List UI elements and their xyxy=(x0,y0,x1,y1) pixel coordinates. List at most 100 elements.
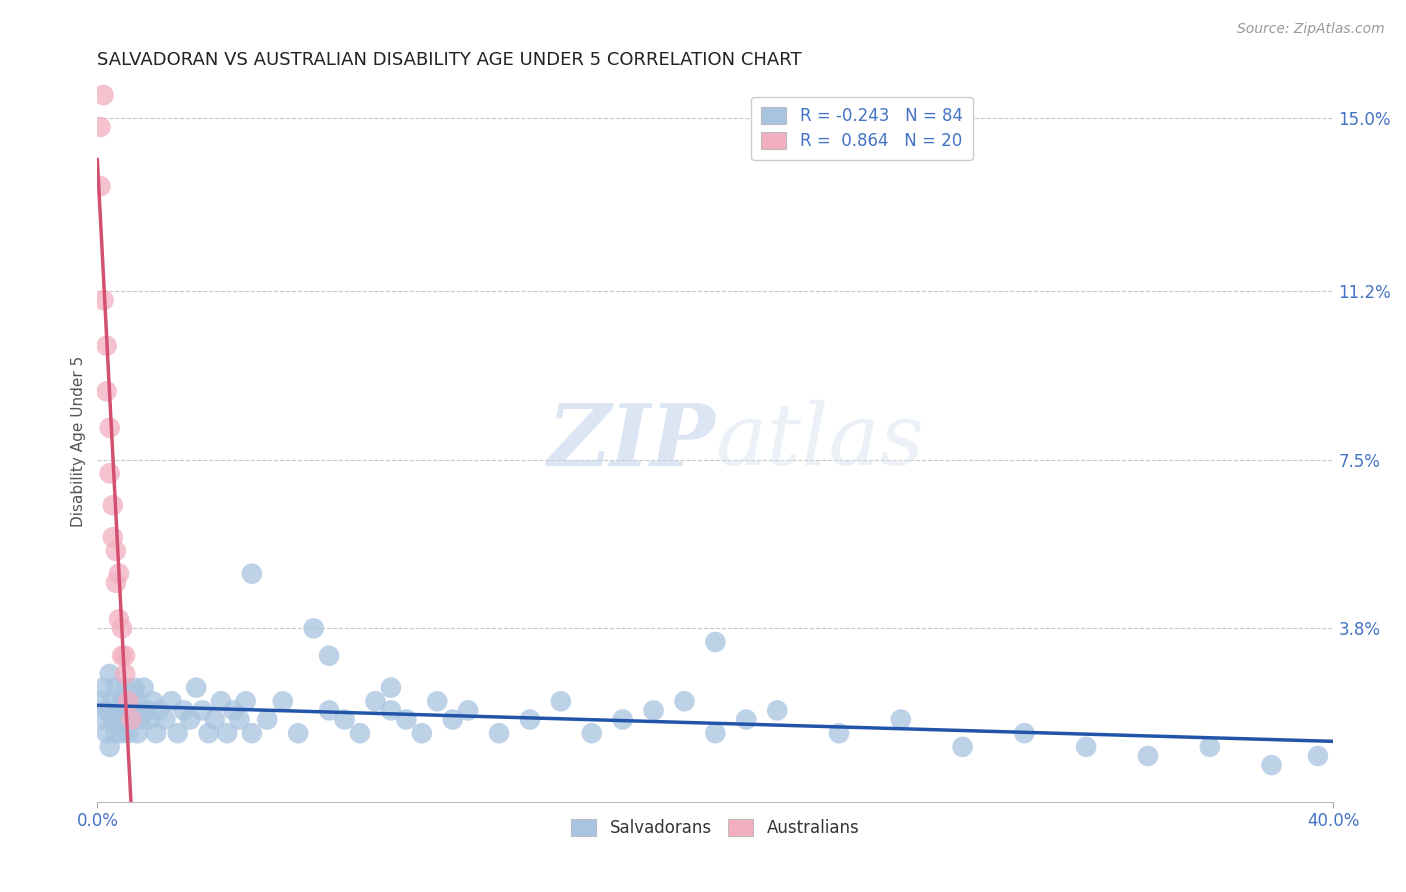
Point xyxy=(488,726,510,740)
Point xyxy=(222,703,245,717)
Point xyxy=(96,703,118,717)
Point xyxy=(735,713,758,727)
Point xyxy=(186,681,208,695)
Point xyxy=(302,621,325,635)
Point xyxy=(127,694,149,708)
Point xyxy=(135,703,157,717)
Point xyxy=(120,713,142,727)
Point xyxy=(318,648,340,663)
Text: Source: ZipAtlas.com: Source: ZipAtlas.com xyxy=(1237,22,1385,37)
Point xyxy=(117,694,139,708)
Point xyxy=(117,726,139,740)
Point xyxy=(441,713,464,727)
Point xyxy=(120,694,142,708)
Point xyxy=(204,713,226,727)
Point xyxy=(142,694,165,708)
Point xyxy=(364,694,387,708)
Point xyxy=(114,667,136,681)
Point xyxy=(96,384,118,399)
Point xyxy=(132,681,155,695)
Point xyxy=(380,681,402,695)
Point xyxy=(114,681,136,695)
Point xyxy=(333,713,356,727)
Point xyxy=(101,694,124,708)
Text: ZIP: ZIP xyxy=(547,400,716,483)
Point xyxy=(395,713,418,727)
Point xyxy=(240,726,263,740)
Point xyxy=(271,694,294,708)
Point xyxy=(519,713,541,727)
Point xyxy=(828,726,851,740)
Point xyxy=(124,703,146,717)
Point xyxy=(120,713,142,727)
Point xyxy=(287,726,309,740)
Y-axis label: Disability Age Under 5: Disability Age Under 5 xyxy=(72,356,86,527)
Point xyxy=(93,681,115,695)
Point xyxy=(101,530,124,544)
Point xyxy=(98,667,121,681)
Point xyxy=(139,713,162,727)
Point xyxy=(111,648,134,663)
Point xyxy=(228,713,250,727)
Point xyxy=(766,703,789,717)
Point xyxy=(704,635,727,649)
Point xyxy=(93,88,115,103)
Point xyxy=(191,703,214,717)
Point xyxy=(98,467,121,481)
Point xyxy=(1014,726,1036,740)
Point xyxy=(166,726,188,740)
Point xyxy=(104,681,127,695)
Point xyxy=(952,739,974,754)
Point xyxy=(349,726,371,740)
Point xyxy=(380,703,402,717)
Point xyxy=(426,694,449,708)
Point xyxy=(114,713,136,727)
Point xyxy=(155,713,177,727)
Point xyxy=(890,713,912,727)
Point xyxy=(93,713,115,727)
Point xyxy=(101,713,124,727)
Point xyxy=(1136,749,1159,764)
Point xyxy=(704,726,727,740)
Point xyxy=(111,694,134,708)
Point xyxy=(550,694,572,708)
Point xyxy=(179,713,201,727)
Point xyxy=(1306,749,1329,764)
Point xyxy=(318,703,340,717)
Point xyxy=(235,694,257,708)
Point xyxy=(217,726,239,740)
Point xyxy=(108,713,131,727)
Point xyxy=(240,566,263,581)
Point xyxy=(124,681,146,695)
Point xyxy=(93,293,115,307)
Point xyxy=(111,726,134,740)
Point xyxy=(108,703,131,717)
Text: SALVADORAN VS AUSTRALIAN DISABILITY AGE UNDER 5 CORRELATION CHART: SALVADORAN VS AUSTRALIAN DISABILITY AGE … xyxy=(97,51,801,69)
Point xyxy=(89,694,111,708)
Point xyxy=(145,726,167,740)
Point xyxy=(117,703,139,717)
Point xyxy=(256,713,278,727)
Point xyxy=(96,339,118,353)
Text: atlas: atlas xyxy=(716,401,925,483)
Point xyxy=(89,120,111,134)
Point xyxy=(457,703,479,717)
Point xyxy=(98,421,121,435)
Point xyxy=(129,713,152,727)
Point xyxy=(104,726,127,740)
Point xyxy=(101,498,124,512)
Point xyxy=(160,694,183,708)
Point xyxy=(111,621,134,635)
Point xyxy=(98,739,121,754)
Point xyxy=(104,544,127,558)
Point xyxy=(89,179,111,194)
Point xyxy=(1260,758,1282,772)
Point xyxy=(148,703,170,717)
Point xyxy=(581,726,603,740)
Point xyxy=(643,703,665,717)
Point xyxy=(114,648,136,663)
Point xyxy=(411,726,433,740)
Point xyxy=(612,713,634,727)
Point xyxy=(209,694,232,708)
Point xyxy=(197,726,219,740)
